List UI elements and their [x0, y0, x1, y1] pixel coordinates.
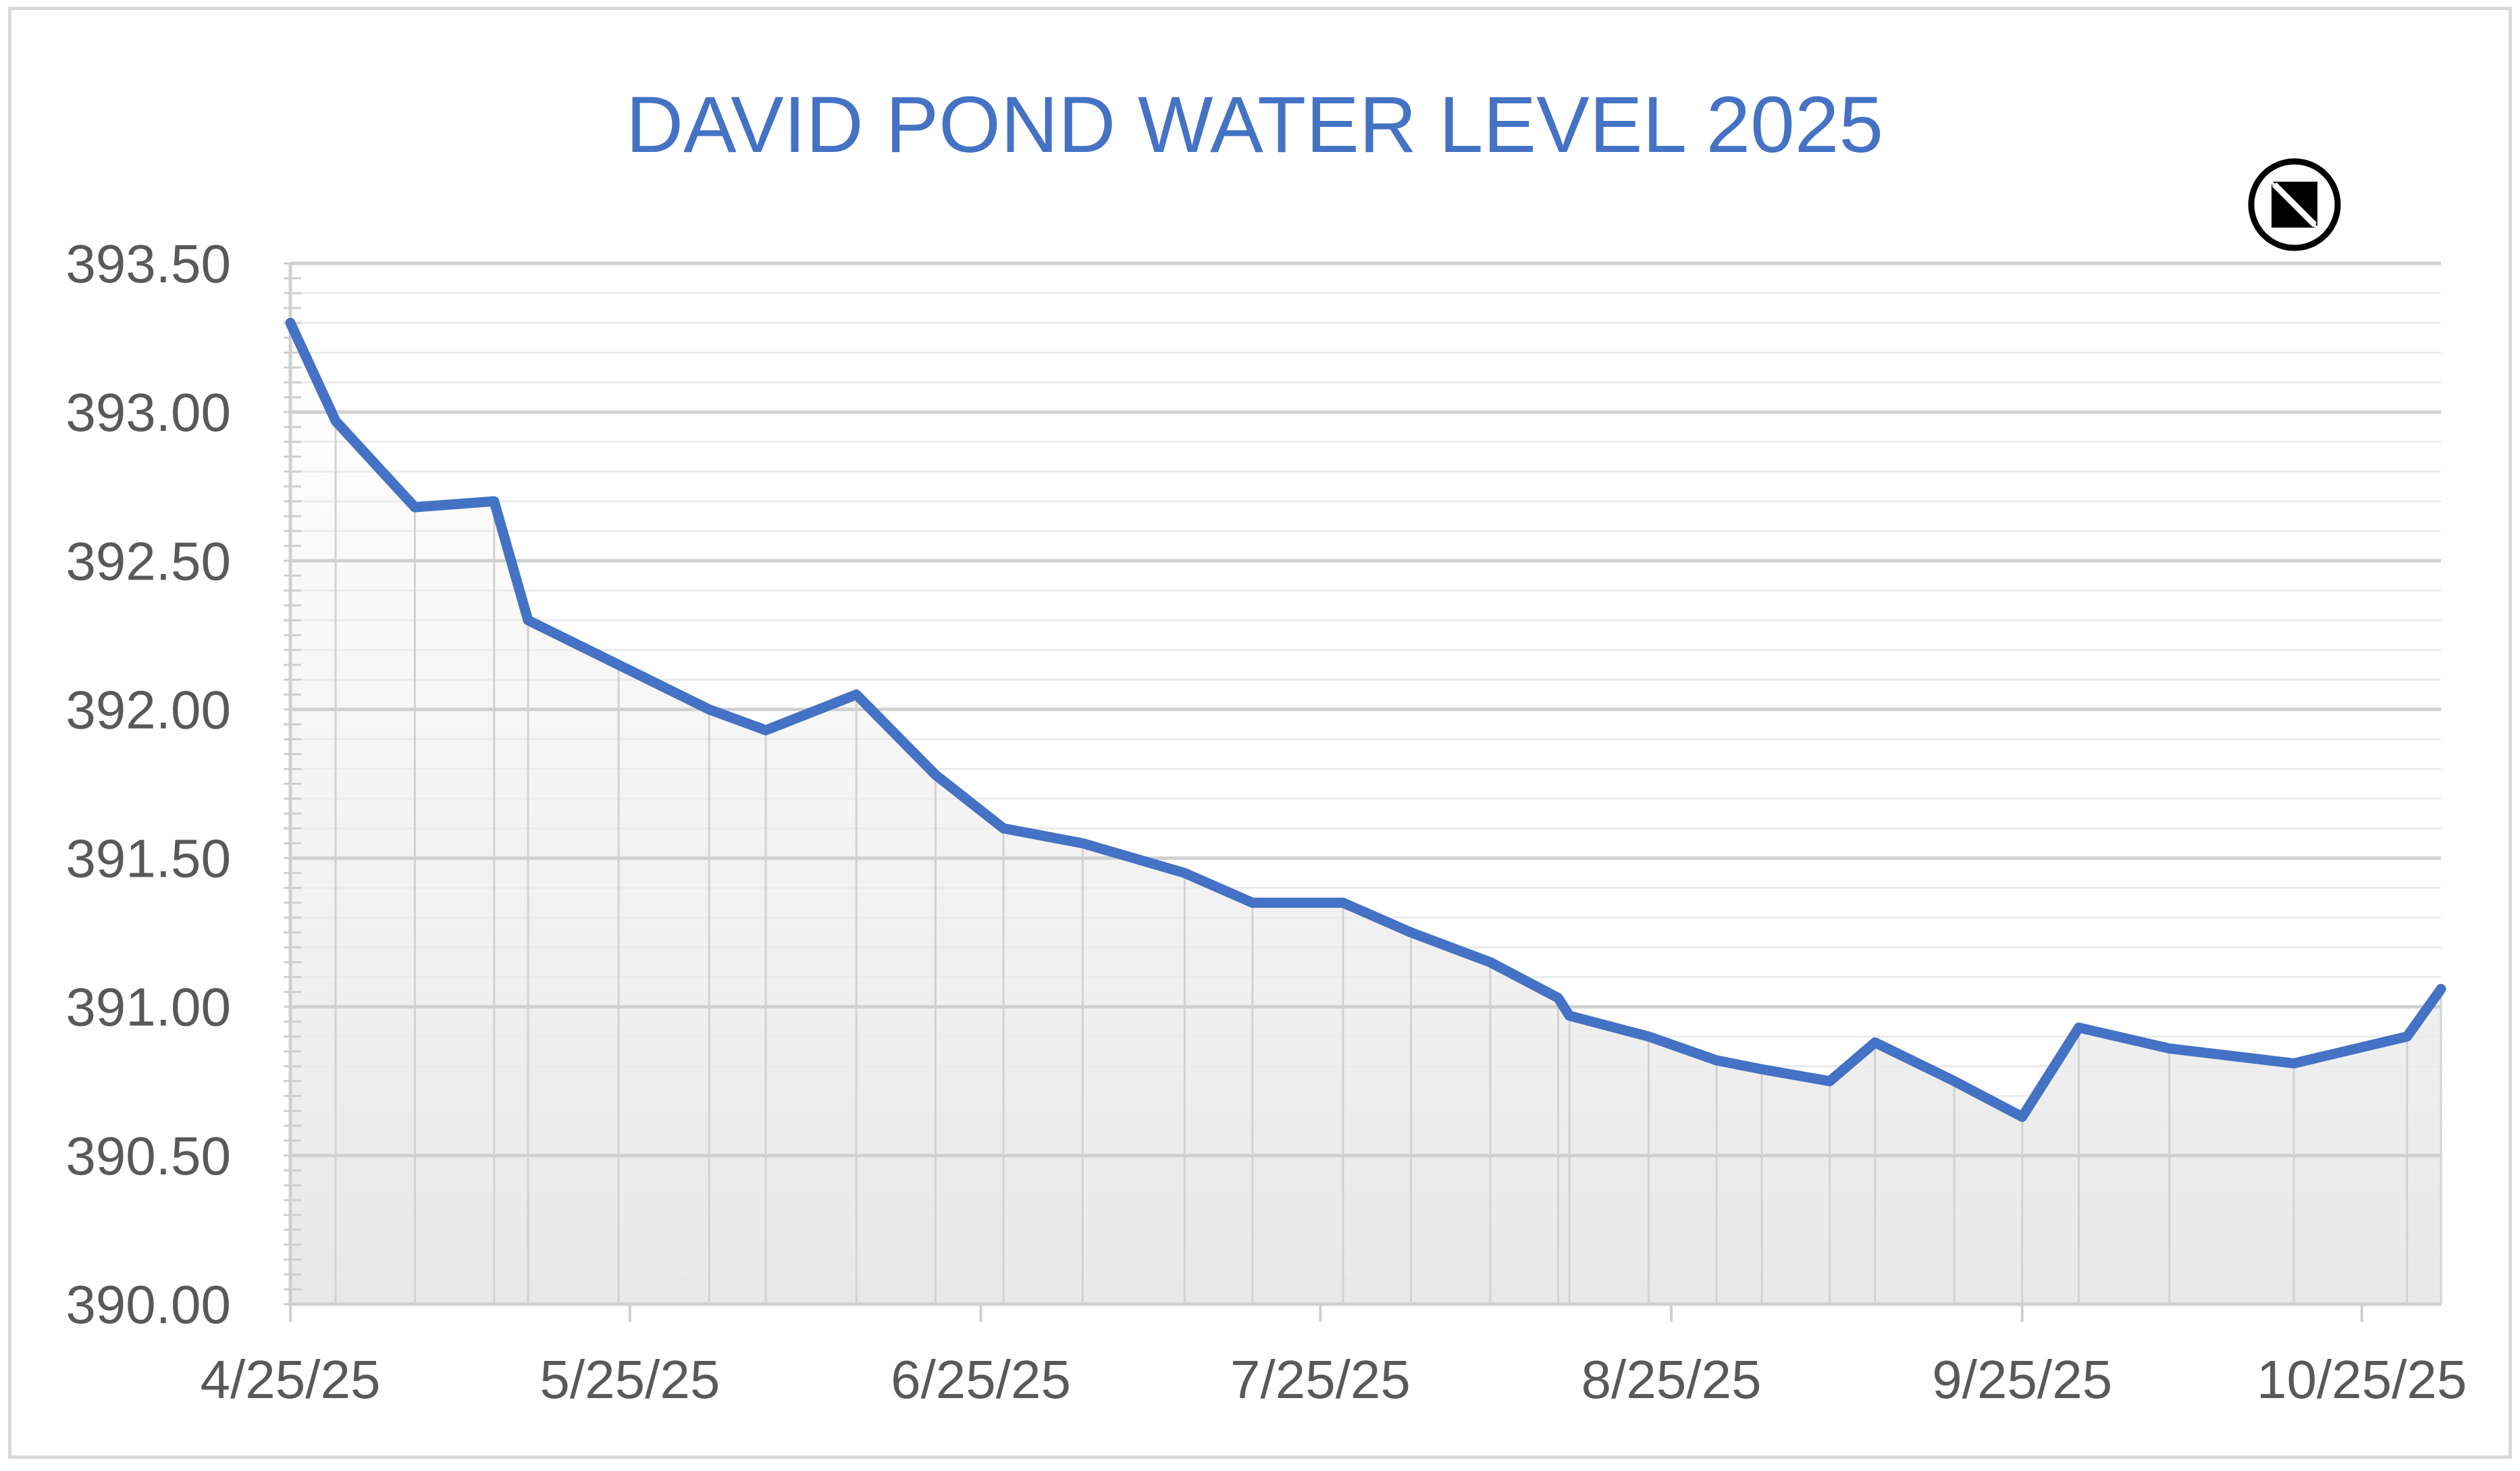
x-tick-label: 6/25/25: [891, 1349, 1071, 1410]
data-point: [765, 729, 766, 731]
y-tick-label: 390.00: [65, 1274, 231, 1335]
x-tick-label: 8/25/25: [1581, 1349, 1762, 1410]
x-tick-label: 9/25/25: [1932, 1349, 2112, 1410]
y-tick-label: 393.00: [65, 382, 231, 442]
x-tick-label: 10/25/25: [2257, 1349, 2467, 1410]
data-point: [1716, 1060, 1717, 1061]
data-point: [1761, 1068, 1762, 1070]
data-point: [290, 322, 291, 324]
data-point: [1082, 843, 1083, 844]
data-point: [2293, 1062, 2294, 1064]
data-point: [1829, 1081, 1831, 1082]
series-layer: [285, 317, 2446, 1122]
axes: [284, 262, 2441, 1322]
data-point: [2022, 1116, 2023, 1118]
data-point: [708, 708, 710, 710]
data-point: [2078, 1027, 2080, 1029]
gridlines: [290, 261, 2441, 1306]
water-level-line: [285, 317, 2446, 1122]
x-tick-label: 7/25/25: [1230, 1349, 1411, 1410]
y-tick-label: 390.50: [65, 1126, 231, 1186]
data-point: [618, 664, 619, 665]
data-point: [1953, 1081, 1955, 1082]
data-point: [1342, 902, 1344, 904]
x-tick-label: 4/25/25: [201, 1349, 381, 1410]
y-tick-label: 391.50: [65, 829, 231, 889]
data-point: [335, 420, 336, 421]
data-point: [935, 774, 937, 775]
y-tick-label: 392.00: [65, 679, 231, 740]
data-point: [1490, 962, 1491, 963]
x-tick-label: 5/25/25: [540, 1349, 720, 1410]
y-tick-label: 391.00: [65, 977, 231, 1037]
data-point: [1184, 873, 1185, 874]
data-point: [414, 507, 415, 508]
data-point: [1411, 932, 1412, 933]
data-point: [527, 619, 529, 621]
data-point: [494, 500, 495, 502]
data-point: [2440, 988, 2442, 989]
data-point: [1557, 998, 1558, 999]
chart-title: DAVID POND WATER LEVEL 2025: [626, 80, 1883, 170]
data-point: [2407, 1036, 2408, 1037]
y-tick-label: 393.50: [65, 234, 231, 294]
data-point: [1569, 1015, 1570, 1016]
tick-labels: 390.00 390.50 391.00 391.50 392.00 392.50 393.…: [65, 234, 2467, 1410]
data-point: [1252, 902, 1253, 904]
data-point: [1874, 1042, 1876, 1043]
chart-frame: 390.00 390.50 391.00 391.50 392.00 392.50 393.…: [8, 7, 2512, 1459]
data-point: [2169, 1048, 2170, 1049]
y-tick-label: 392.50: [65, 531, 231, 591]
data-point: [1003, 828, 1004, 829]
data-point: [856, 694, 857, 695]
image-badge-icon: [2248, 158, 2341, 251]
chart-canvas: 390.00 390.50 391.00 391.50 392.00 392.50 393.…: [65, 80, 2467, 1410]
data-point: [1648, 1036, 1650, 1037]
drop-lines: [289, 323, 2442, 1304]
